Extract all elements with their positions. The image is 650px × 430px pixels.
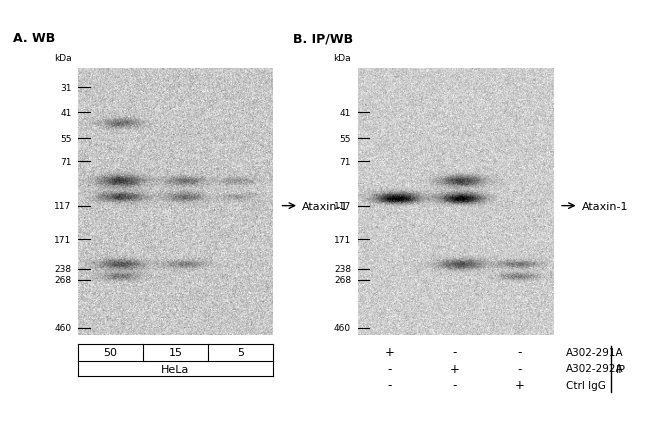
Text: Ataxin-1: Ataxin-1 — [582, 201, 629, 211]
Point — [139, 341, 147, 347]
Text: A. WB: A. WB — [13, 32, 55, 45]
Point — [74, 359, 82, 364]
Point — [269, 359, 277, 364]
Text: -: - — [518, 346, 522, 359]
Text: 238: 238 — [334, 265, 351, 274]
Text: 15: 15 — [168, 347, 183, 358]
Text: -: - — [388, 362, 392, 375]
Text: Ctrl IgG: Ctrl IgG — [566, 380, 605, 390]
Text: kDa: kDa — [333, 54, 351, 62]
Text: 171: 171 — [54, 236, 72, 244]
Text: +: + — [385, 346, 395, 359]
Text: HeLa: HeLa — [161, 364, 190, 374]
Point — [74, 341, 82, 347]
Point — [269, 341, 277, 347]
Text: 71: 71 — [60, 157, 72, 166]
Text: 268: 268 — [334, 275, 351, 284]
Text: 71: 71 — [339, 157, 351, 166]
Text: 460: 460 — [55, 323, 72, 332]
Text: 41: 41 — [60, 108, 72, 117]
Point — [139, 359, 147, 364]
Text: 41: 41 — [339, 108, 351, 117]
Text: 5: 5 — [237, 347, 244, 358]
Point — [607, 344, 615, 349]
Text: -: - — [453, 378, 457, 391]
Text: 55: 55 — [60, 135, 72, 144]
Point — [74, 374, 82, 379]
Text: 117: 117 — [333, 202, 351, 211]
Text: A302-291A: A302-291A — [566, 347, 623, 357]
Text: B. IP/WB: B. IP/WB — [292, 32, 353, 45]
Text: kDa: kDa — [54, 54, 72, 62]
Text: 117: 117 — [54, 202, 72, 211]
Text: 31: 31 — [60, 83, 72, 92]
Text: Ataxin-1: Ataxin-1 — [302, 201, 349, 211]
Text: +: + — [515, 378, 525, 391]
Point — [204, 341, 212, 347]
Point — [74, 374, 82, 379]
Point — [269, 341, 277, 347]
Text: 50: 50 — [103, 347, 118, 358]
Text: -: - — [453, 346, 457, 359]
Text: 460: 460 — [334, 323, 351, 332]
Text: A302-292A: A302-292A — [566, 363, 623, 374]
Text: 171: 171 — [333, 236, 351, 244]
Text: 55: 55 — [339, 135, 351, 144]
Text: +: + — [450, 362, 460, 375]
Point — [607, 389, 615, 394]
Text: 238: 238 — [55, 265, 72, 274]
Text: 268: 268 — [55, 275, 72, 284]
Text: IP: IP — [616, 364, 626, 374]
Point — [74, 341, 82, 347]
Point — [204, 359, 212, 364]
Point — [269, 374, 277, 379]
Point — [269, 374, 277, 379]
Text: -: - — [518, 362, 522, 375]
Text: -: - — [388, 378, 392, 391]
